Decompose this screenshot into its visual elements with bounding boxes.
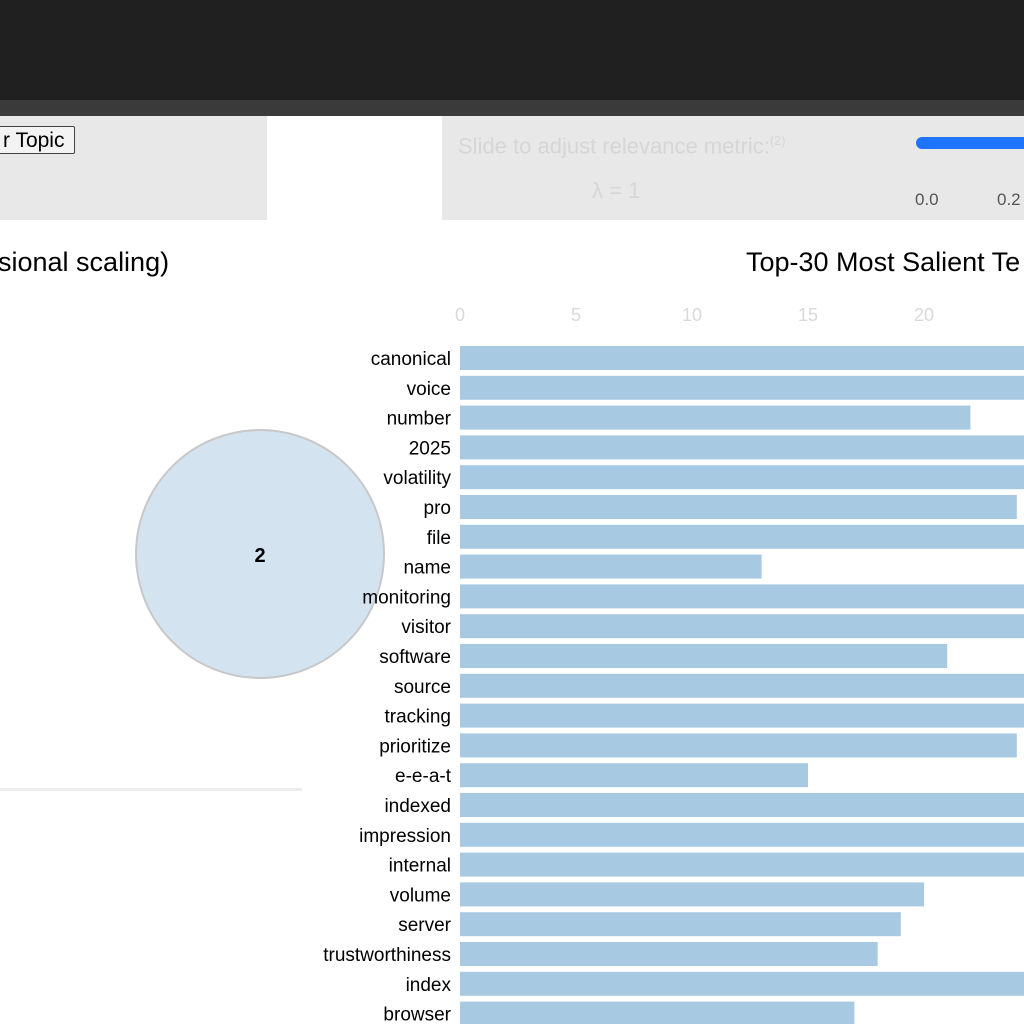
relevance-slider-panel: [442, 116, 1024, 220]
term-label[interactable]: prioritize: [379, 736, 451, 757]
x-tick-label: 20: [914, 305, 934, 325]
slider-tick-label: 0.0: [915, 190, 939, 209]
term-bar[interactable]: [460, 763, 808, 788]
term-label[interactable]: file: [427, 528, 451, 549]
term-label[interactable]: number: [387, 409, 452, 430]
term-label[interactable]: trustworthiness: [323, 945, 451, 966]
topic-map: 2: [135, 429, 385, 679]
topic-button[interactable]: r Topic: [0, 126, 76, 154]
term-bar[interactable]: [460, 524, 1024, 549]
lambda-value: λ = 1: [592, 178, 641, 203]
bar-series: [460, 346, 1024, 1024]
term-bar[interactable]: [460, 971, 1024, 996]
term-bar[interactable]: [460, 673, 1024, 698]
term-label[interactable]: canonical: [371, 349, 451, 370]
term-label[interactable]: index: [406, 975, 452, 996]
term-label[interactable]: name: [403, 558, 451, 579]
bar-chart-title: Top-30 Most Salient Te: [746, 247, 1021, 277]
slider-help-link[interactable]: (2): [769, 133, 786, 148]
term-bar[interactable]: [460, 822, 1024, 847]
x-axis: 0 5 10 15 20: [455, 305, 934, 325]
x-tick-label: 15: [798, 305, 818, 325]
term-bar[interactable]: [460, 614, 1024, 639]
term-label[interactable]: software: [379, 647, 451, 668]
term-bar[interactable]: [460, 852, 1024, 877]
term-bar[interactable]: [460, 554, 762, 579]
term-label[interactable]: pro: [424, 498, 451, 519]
term-label[interactable]: impression: [359, 826, 451, 847]
term-label[interactable]: internal: [389, 856, 451, 877]
x-tick-label: 5: [571, 305, 581, 325]
term-label[interactable]: visitor: [401, 617, 451, 638]
slider-label: Slide to adjust relevance metric:(2): [458, 133, 786, 159]
term-label[interactable]: monitoring: [362, 587, 451, 608]
term-bar[interactable]: [460, 375, 1024, 400]
term-bar[interactable]: [460, 733, 1017, 758]
term-label[interactable]: 2025: [409, 438, 451, 459]
term-bar[interactable]: [460, 912, 901, 937]
topic-circle-label: 2: [254, 545, 265, 567]
slider-label-text: Slide to adjust relevance metric:: [458, 133, 770, 159]
term-label[interactable]: server: [398, 915, 451, 936]
term-bar[interactable]: [460, 703, 1024, 728]
x-tick-label: 10: [682, 305, 702, 325]
term-bar[interactable]: [460, 346, 1024, 370]
term-label[interactable]: voice: [407, 379, 451, 400]
term-bar[interactable]: [460, 495, 1017, 519]
term-label[interactable]: tracking: [384, 707, 451, 728]
topic-circle[interactable]: [135, 429, 385, 679]
term-bar[interactable]: [460, 942, 878, 966]
mds-panel-title: sional scaling): [0, 247, 170, 277]
x-tick-label: 0: [455, 305, 465, 325]
term-label[interactable]: browser: [383, 1005, 451, 1024]
term-bar[interactable]: [460, 435, 1024, 460]
term-bar[interactable]: [460, 1001, 855, 1024]
term-bar[interactable]: [460, 584, 1024, 609]
top-bar: [0, 0, 1024, 100]
term-label[interactable]: volatility: [383, 468, 451, 489]
term-labels: canonical voice number 2025 volatility pro fil…: [323, 349, 451, 1024]
panel-divider: [0, 788, 302, 791]
term-label[interactable]: volume: [390, 885, 451, 906]
term-label[interactable]: indexed: [384, 796, 451, 817]
term-bar[interactable]: [460, 405, 971, 430]
term-bar[interactable]: [460, 465, 1024, 490]
term-bar[interactable]: [460, 644, 948, 668]
top-bar-strip: [0, 100, 1024, 116]
term-bar[interactable]: [460, 793, 1024, 817]
term-label[interactable]: source: [394, 677, 451, 698]
term-label[interactable]: e-e-a-t: [395, 766, 452, 787]
relevance-slider[interactable]: [916, 137, 1024, 149]
slider-tick-label: 0.2: [997, 190, 1021, 209]
term-bar[interactable]: [460, 882, 924, 907]
